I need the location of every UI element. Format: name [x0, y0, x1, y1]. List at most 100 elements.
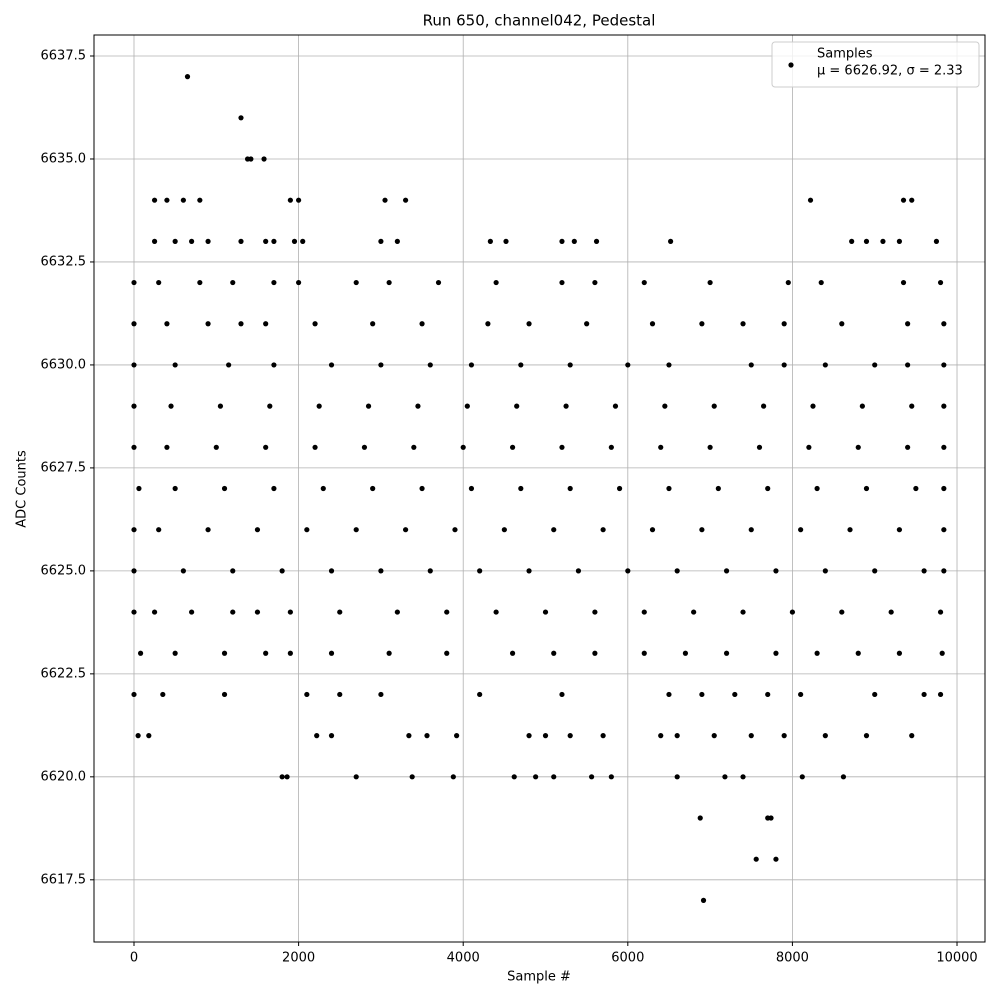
point — [937, 609, 944, 615]
y-tick-label: 6627.5 — [41, 460, 87, 475]
point — [328, 362, 335, 368]
point — [365, 403, 372, 409]
point — [941, 568, 947, 574]
point — [248, 156, 254, 162]
point — [937, 279, 944, 286]
point — [172, 485, 178, 492]
point — [137, 650, 144, 656]
point — [501, 527, 507, 533]
point — [909, 733, 915, 739]
point — [435, 279, 442, 286]
point — [320, 485, 326, 492]
y-tick-label: 6622.5 — [41, 666, 87, 681]
point — [559, 691, 565, 698]
point — [378, 362, 384, 368]
point — [822, 568, 828, 574]
point — [909, 197, 915, 203]
point — [551, 650, 557, 656]
point — [197, 197, 203, 203]
point — [559, 444, 565, 450]
point — [849, 238, 855, 244]
y-tick-label: 6632.5 — [41, 254, 87, 269]
point — [172, 650, 178, 656]
point — [304, 691, 310, 698]
point — [674, 774, 680, 780]
point — [913, 485, 919, 492]
point — [217, 403, 224, 409]
point — [189, 609, 195, 615]
point — [658, 444, 664, 450]
point — [518, 485, 524, 492]
point — [131, 403, 137, 409]
point — [941, 321, 947, 327]
point — [444, 650, 450, 656]
point — [146, 733, 152, 739]
point — [641, 650, 647, 656]
point — [900, 197, 907, 203]
legend-label: Samples — [817, 47, 873, 62]
point — [197, 279, 203, 286]
point — [658, 733, 664, 739]
point — [514, 403, 520, 409]
point — [863, 485, 870, 492]
point — [156, 279, 162, 286]
point — [863, 238, 870, 244]
point — [814, 650, 820, 656]
point — [353, 279, 359, 286]
point — [415, 403, 421, 409]
point — [781, 362, 787, 368]
point — [822, 733, 828, 739]
point — [406, 733, 412, 739]
point — [419, 321, 425, 327]
x-tick-label: 2000 — [282, 951, 315, 966]
point — [662, 403, 668, 409]
chart-title: Run 650, channel042, Pedestal — [423, 12, 656, 30]
point — [905, 444, 911, 450]
x-axis-label: Sample # — [507, 970, 571, 985]
point — [164, 444, 170, 450]
point — [386, 279, 392, 286]
point — [905, 321, 911, 327]
point — [184, 74, 191, 80]
point — [773, 650, 779, 656]
y-tick-label: 6635.0 — [41, 151, 87, 166]
x-tick-label: 8000 — [776, 951, 809, 966]
y-tick-label: 6625.0 — [41, 563, 87, 578]
point — [468, 362, 475, 368]
point — [798, 691, 804, 698]
point — [588, 774, 595, 780]
point — [822, 362, 828, 368]
point — [768, 815, 774, 821]
point — [896, 238, 903, 244]
point — [296, 197, 302, 203]
point — [427, 362, 433, 368]
point — [271, 362, 277, 368]
point — [909, 403, 915, 409]
point — [263, 650, 269, 656]
point — [526, 321, 532, 327]
point — [361, 444, 368, 450]
point — [172, 362, 178, 368]
point — [452, 527, 458, 533]
point — [378, 568, 384, 574]
point — [872, 568, 878, 574]
point — [230, 279, 236, 286]
point — [493, 609, 499, 615]
point — [753, 856, 759, 862]
point — [542, 609, 549, 615]
point — [261, 156, 267, 162]
point — [592, 279, 598, 286]
point — [748, 733, 754, 739]
point — [711, 733, 717, 739]
point — [213, 444, 219, 450]
point — [314, 733, 320, 739]
point — [740, 774, 746, 780]
point — [409, 774, 415, 780]
point — [468, 485, 475, 492]
point — [765, 485, 771, 492]
point — [131, 444, 137, 450]
legend-marker — [788, 62, 794, 68]
point — [563, 403, 569, 409]
point — [164, 321, 170, 327]
